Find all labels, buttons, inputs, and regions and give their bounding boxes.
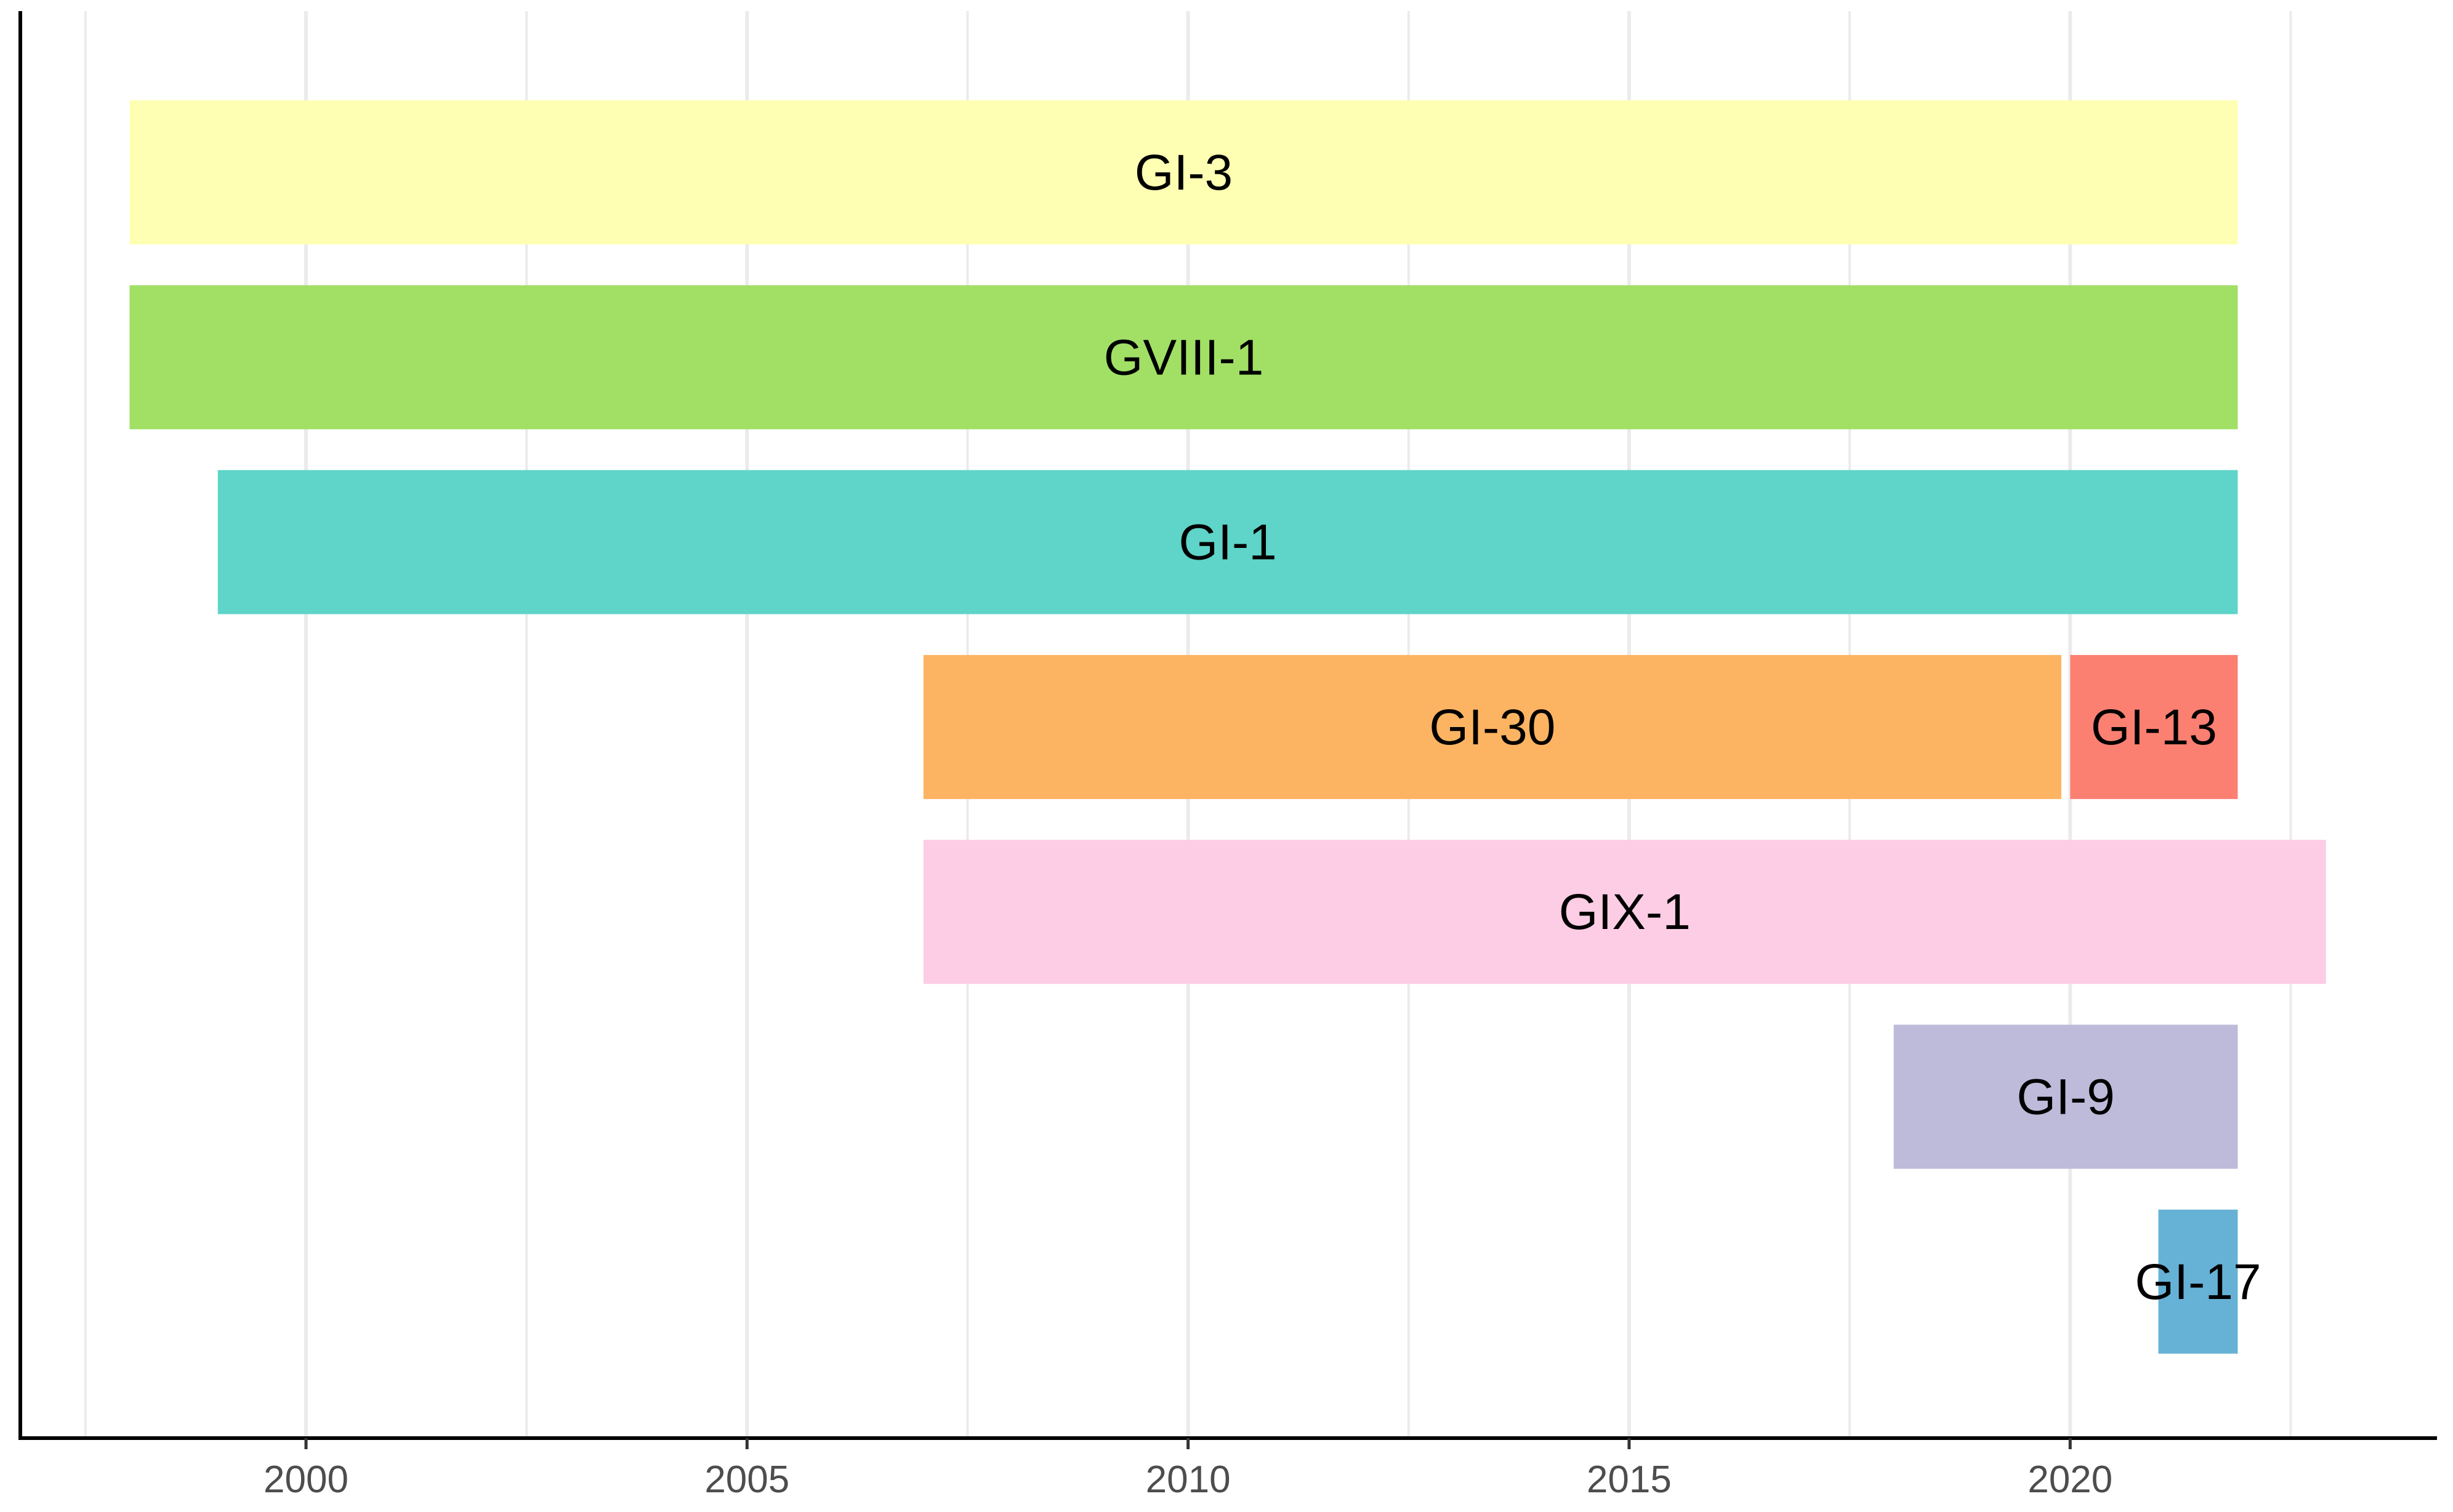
bar-gi-30 bbox=[923, 654, 2061, 799]
x-tick-label: 2005 bbox=[704, 1458, 789, 1501]
x-tick-labels: 2000 2005 2010 2015 2020 bbox=[264, 1458, 2113, 1501]
bar-label-gix-1: GIX-1 bbox=[1559, 884, 1691, 940]
x-tick-label: 2015 bbox=[1587, 1458, 1672, 1501]
x-tick-label: 2000 bbox=[264, 1458, 348, 1501]
bar-label-gi-3: GI-3 bbox=[1135, 145, 1233, 201]
bar-gi-9 bbox=[1893, 1024, 2238, 1169]
bar-gix-1 bbox=[923, 840, 2326, 984]
bar-label-gi-1: GI-1 bbox=[1178, 515, 1276, 571]
bar-label-gi-9: GI-9 bbox=[2016, 1069, 2114, 1125]
x-tick-label: 2010 bbox=[1146, 1458, 1231, 1501]
axes bbox=[18, 11, 2437, 1449]
bar-label-gviii-1: GVIII-1 bbox=[1104, 329, 1264, 385]
bar-label-gi-30: GI-30 bbox=[1429, 699, 1555, 755]
bar-gi-13 bbox=[2070, 654, 2238, 799]
bar-gi-17 bbox=[2158, 1209, 2238, 1354]
x-tick-label: 2020 bbox=[2028, 1458, 2113, 1501]
bar-gi-3 bbox=[129, 100, 2238, 244]
bar-label-gi-17: GI-17 bbox=[2135, 1254, 2261, 1310]
bar-gviii-1 bbox=[129, 285, 2238, 430]
bar-label-gi-13: GI-13 bbox=[2091, 699, 2217, 755]
bars: GI-3 GVIII-1 GI-1 GI-30 GI-13 GIX-1 GI-9 GI-17 bbox=[129, 100, 2326, 1354]
bar-gi-1 bbox=[217, 470, 2238, 614]
